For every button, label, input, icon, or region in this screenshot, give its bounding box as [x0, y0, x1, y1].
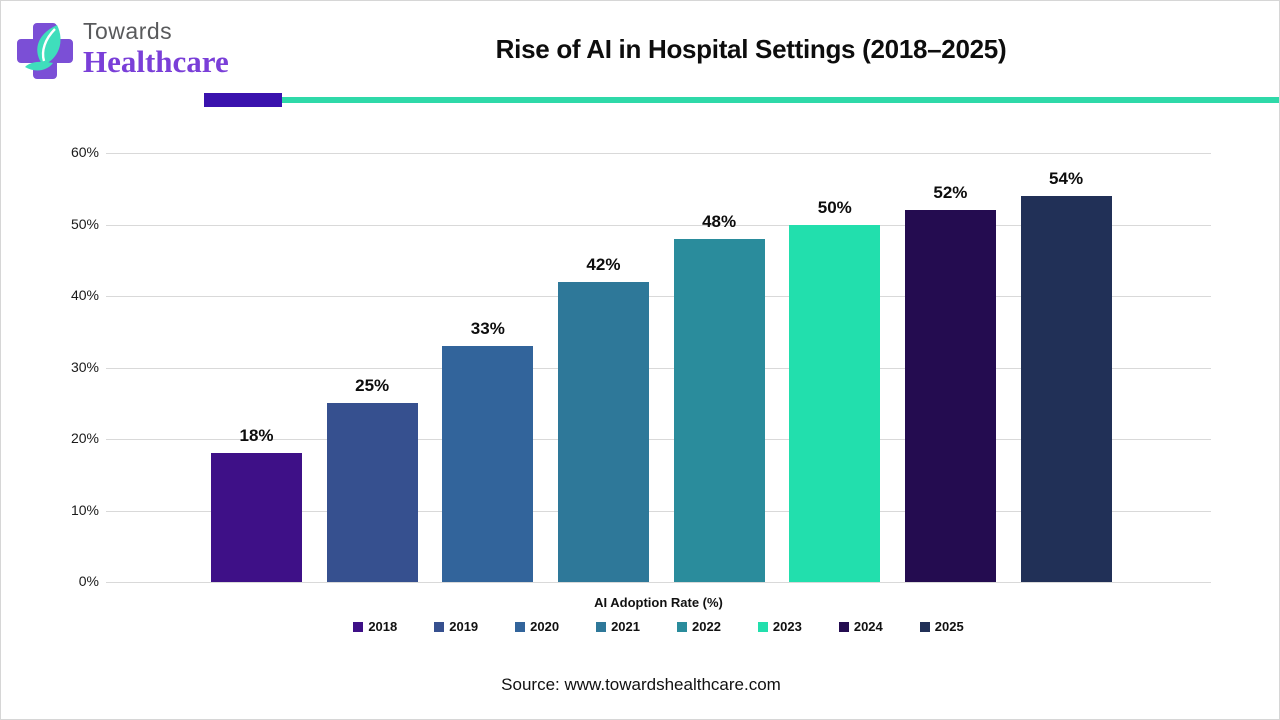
gridline-20% — [106, 439, 1211, 440]
header-rule-teal-segment — [282, 97, 1279, 103]
bar-2018 — [211, 453, 302, 582]
legend-label: 2021 — [611, 619, 640, 634]
legend-item-2024: 2024 — [838, 619, 883, 634]
legend-swatch-icon — [919, 621, 930, 632]
bar-2023 — [789, 224, 881, 582]
bar-value-label-2024: 52% — [933, 183, 968, 203]
logo-text-towards: Towards — [83, 18, 173, 44]
gridline-50% — [106, 224, 1211, 226]
bar-value-label-2023: 50% — [817, 197, 852, 217]
legend-item-2021: 2021 — [596, 619, 640, 634]
bar-2020 — [442, 346, 534, 582]
y-tick-label: 20% — [70, 430, 99, 446]
legend-swatch-icon — [434, 621, 445, 632]
y-tick-label: 40% — [70, 287, 99, 303]
legend-item-2023: 2023 — [757, 619, 802, 634]
legend-label: 2023 — [772, 619, 802, 634]
legend-item-2019: 2019 — [434, 619, 478, 634]
y-tick-label: 10% — [70, 501, 99, 518]
bar-2025 — [1020, 195, 1112, 582]
y-tick-label: 50% — [70, 215, 99, 232]
bar-value-label-2025: 54% — [1049, 168, 1084, 188]
bar-value-label-2021: 42% — [586, 254, 621, 274]
legend-item-2020: 2020 — [515, 619, 559, 634]
bar-value-label-2018: 18% — [239, 426, 274, 446]
legend-item-2022: 2022 — [677, 619, 721, 634]
legend-label: 2020 — [530, 619, 560, 634]
healthcare-cross-leaf-icon — [17, 23, 73, 79]
gridline-40% — [106, 296, 1211, 297]
bar-value-label-2022: 48% — [702, 211, 737, 231]
page-title: Rise of AI in Hospital Settings (2018–20… — [495, 34, 1007, 64]
gridline-30% — [106, 367, 1211, 369]
header-rule-purple-segment — [204, 93, 282, 107]
legend-swatch-icon — [353, 621, 364, 632]
legend-swatch-icon — [757, 621, 768, 632]
x-axis-label: AI Adoption Rate (%) — [594, 595, 723, 610]
gridline-10% — [106, 510, 1211, 512]
bar-2021 — [557, 281, 649, 582]
bar-2022 — [673, 238, 765, 582]
gridline-0% — [106, 582, 1211, 583]
legend-swatch-icon — [515, 621, 526, 632]
legend-label: 2018 — [368, 619, 398, 634]
legend-item-2025: 2025 — [919, 619, 964, 634]
source-text: Source: www.towardshealthcare.com — [501, 675, 781, 694]
legend-item-2018: 2018 — [353, 619, 397, 634]
legend-label: 2025 — [934, 619, 964, 634]
bar-value-label-2019: 25% — [355, 376, 390, 396]
y-tick-label: 60% — [70, 144, 99, 160]
brand-logo: Towards Healthcare — [11, 13, 291, 91]
legend-swatch-icon — [596, 621, 607, 632]
chart-legend: 2018 2019 2020 2021 2022 2023 2024 2025 — [106, 619, 1211, 634]
legend-swatch-icon — [838, 621, 849, 632]
y-tick-label: 30% — [70, 358, 99, 375]
legend-label: 2022 — [692, 619, 721, 634]
bar-value-label-2020: 33% — [470, 319, 505, 339]
logo-text-healthcare: Healthcare — [83, 44, 229, 80]
gridline-60% — [106, 153, 1211, 154]
legend-label: 2019 — [449, 619, 479, 634]
legend-swatch-icon — [677, 621, 687, 632]
bar-2019 — [326, 403, 418, 582]
legend-label: 2024 — [853, 619, 883, 634]
y-tick-label: 0% — [78, 573, 99, 589]
bar-2024 — [904, 210, 996, 582]
